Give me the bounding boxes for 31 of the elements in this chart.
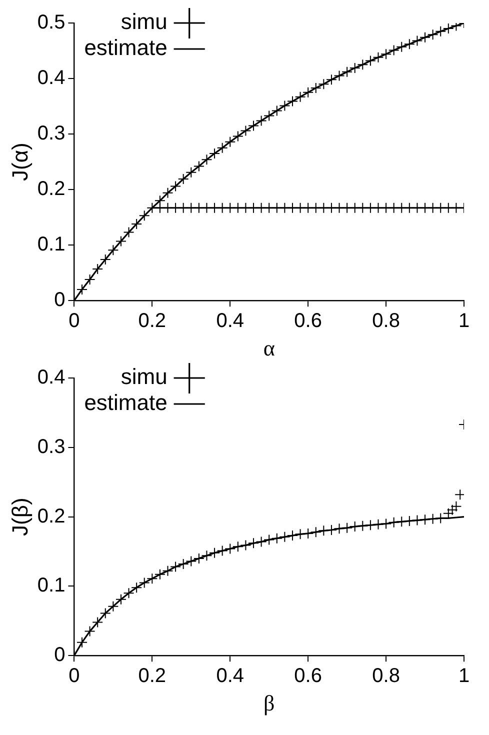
legend-label: simu bbox=[120, 364, 168, 390]
x-tick-label: 0.2 bbox=[138, 665, 166, 688]
x-tick-label: 0.4 bbox=[216, 310, 244, 332]
y-tick-label: 0.4 bbox=[37, 366, 66, 389]
x-tick-label: 0.6 bbox=[294, 665, 322, 688]
x-axis-title: α bbox=[263, 336, 276, 361]
x-tick-label: 1 bbox=[458, 665, 470, 688]
x-tick-label: 0.2 bbox=[138, 310, 166, 332]
y-tick-label: 0.2 bbox=[37, 178, 66, 200]
y-axis-title: J(β) bbox=[7, 498, 32, 536]
y-tick-label: 0 bbox=[54, 289, 66, 312]
legend-label: estimate bbox=[84, 35, 168, 60]
x-tick-label: 0.4 bbox=[216, 665, 244, 688]
x-axis-title: β bbox=[264, 690, 275, 716]
x-tick-label: 0.8 bbox=[372, 310, 400, 332]
y-tick-label: 0.4 bbox=[37, 67, 66, 90]
y-tick-label: 0.2 bbox=[37, 505, 66, 528]
legend-label: simu bbox=[120, 9, 168, 34]
y-axis-title: J(α) bbox=[7, 142, 32, 181]
x-tick-label: 0 bbox=[68, 310, 80, 332]
y-tick-label: 0.3 bbox=[37, 436, 66, 458]
y-tick-label: 0 bbox=[54, 644, 66, 666]
x-tick-label: 0.6 bbox=[294, 310, 322, 332]
y-tick-label: 0.5 bbox=[37, 12, 66, 34]
x-tick-label: 0 bbox=[68, 665, 80, 688]
x-tick-label: 1 bbox=[458, 310, 470, 332]
y-tick-label: 0.1 bbox=[37, 234, 66, 256]
y-tick-label: 0.1 bbox=[37, 574, 66, 597]
x-tick-label: 0.8 bbox=[372, 665, 400, 688]
legend-label: estimate bbox=[84, 390, 168, 416]
y-tick-label: 0.3 bbox=[37, 122, 66, 145]
